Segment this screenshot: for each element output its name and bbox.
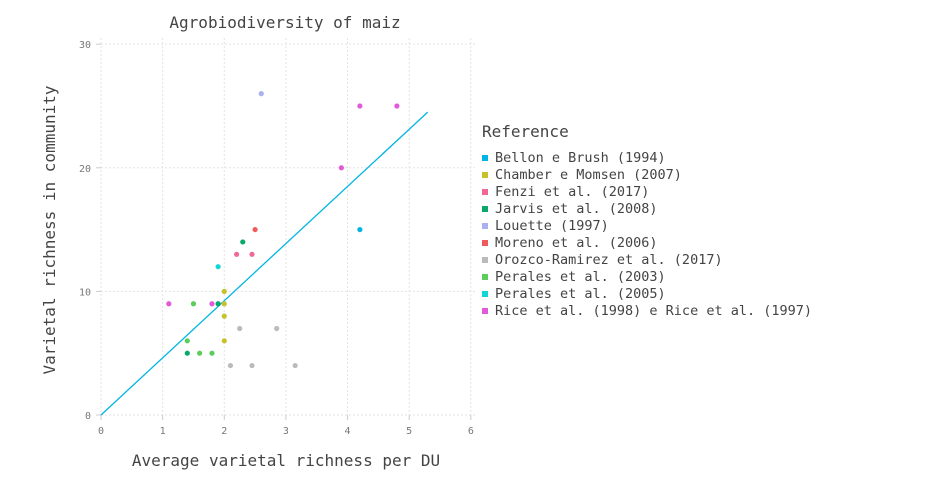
legend-item[interactable]: Rice et al. (1998) e Rice et al. (1997)	[482, 302, 812, 319]
x-tick-label: 3	[283, 426, 289, 437]
data-point-series-2	[249, 251, 255, 257]
legend-swatch	[482, 154, 488, 161]
legend-label: Orozco-Ramirez et al. (2017)	[495, 251, 723, 268]
legend-label: Louette (1997)	[495, 217, 609, 234]
legend-items: Bellon e Brush (1994) Chamber e Momsen (2…	[482, 149, 812, 319]
legend-item[interactable]: Orozco-Ramirez et al. (2017)	[482, 251, 812, 268]
legend-item[interactable]: Bellon e Brush (1994)	[482, 149, 812, 166]
data-point-series-7	[209, 350, 215, 356]
data-point-series-5	[252, 226, 258, 233]
legend-item[interactable]: Chamber e Momsen (2007)	[482, 166, 812, 183]
data-point-series-9	[166, 301, 172, 307]
data-point-series-1	[221, 288, 227, 294]
x-axis-label: Average varietal richness per DU	[132, 451, 440, 470]
legend-item[interactable]: Jarvis et al. (2008)	[482, 200, 812, 217]
legend-label: Perales et al. (2003)	[495, 268, 666, 285]
data-point-series-7	[197, 350, 203, 356]
grid-lines	[100, 38, 477, 416]
x-tick-label: 5	[406, 426, 412, 437]
x-tick-label: 6	[468, 426, 474, 437]
data-points	[166, 91, 400, 369]
data-point-series-1	[221, 301, 227, 307]
y-tick-label: 20	[79, 164, 91, 175]
legend-swatch	[482, 290, 488, 297]
data-point-series-6	[274, 325, 280, 332]
legend-swatch	[482, 188, 488, 195]
data-point-series-4	[258, 91, 264, 97]
y-tick-label: 0	[85, 411, 91, 422]
x-tick-label: 0	[98, 426, 104, 437]
trend-line	[100, 111, 429, 416]
data-point-series-6	[249, 362, 255, 369]
data-point-series-1	[221, 313, 227, 319]
legend-item[interactable]: Perales et al. (2005)	[482, 285, 812, 302]
legend-item[interactable]: Louette (1997)	[482, 217, 812, 234]
data-point-series-2	[234, 251, 240, 257]
data-point-series-3	[240, 239, 246, 245]
data-point-series-6	[237, 325, 243, 332]
legend-item[interactable]: Moreno et al. (2006)	[482, 234, 812, 251]
legend-item[interactable]: Fenzi et al. (2017)	[482, 183, 812, 200]
legend-swatch	[482, 307, 488, 314]
y-tick-label: 30	[79, 40, 91, 51]
legend-label: Jarvis et al. (2008)	[495, 200, 658, 217]
data-point-series-3	[184, 350, 190, 356]
data-point-series-9	[357, 103, 363, 109]
data-point-series-9	[209, 301, 215, 307]
axes: 0 1 2 3 4 5 6 0 10 20 30	[79, 40, 474, 437]
data-point-series-0	[357, 226, 363, 233]
legend-label: Moreno et al. (2006)	[495, 234, 658, 251]
legend: Reference Bellon e Brush (1994) Chamber e…	[482, 122, 812, 319]
legend-swatch	[482, 239, 488, 246]
data-point-series-9	[338, 165, 344, 171]
x-tick-label: 1	[160, 426, 166, 437]
data-point-series-6	[292, 362, 298, 369]
data-point-series-1	[221, 338, 227, 344]
x-tick-label: 2	[221, 426, 227, 437]
legend-label: Fenzi et al. (2017)	[495, 183, 650, 200]
data-point-series-8	[215, 264, 221, 270]
legend-label: Perales et al. (2005)	[495, 285, 666, 302]
data-point-series-6	[227, 362, 234, 369]
legend-swatch	[482, 256, 488, 263]
trend-line-layer	[100, 111, 429, 416]
y-tick-label: 10	[79, 287, 91, 298]
data-point-series-7	[184, 338, 190, 344]
legend-swatch	[482, 273, 488, 280]
legend-swatch	[482, 205, 488, 212]
legend-item[interactable]: Perales et al. (2003)	[482, 268, 812, 285]
y-axis-label: Varietal richness in community	[40, 85, 59, 374]
legend-swatch	[482, 171, 488, 178]
data-point-series-9	[394, 103, 400, 109]
chart-title: Agrobiodiversity of maiz	[169, 13, 400, 32]
legend-label: Bellon e Brush (1994)	[495, 149, 666, 166]
legend-label: Chamber e Momsen (2007)	[495, 166, 682, 183]
legend-title: Reference	[482, 122, 569, 141]
legend-label: Rice et al. (1998) e Rice et al. (1997)	[495, 302, 812, 319]
legend-swatch	[482, 222, 488, 229]
data-point-series-3	[215, 301, 221, 307]
x-tick-label: 4	[345, 426, 351, 437]
data-point-series-7	[190, 301, 197, 307]
